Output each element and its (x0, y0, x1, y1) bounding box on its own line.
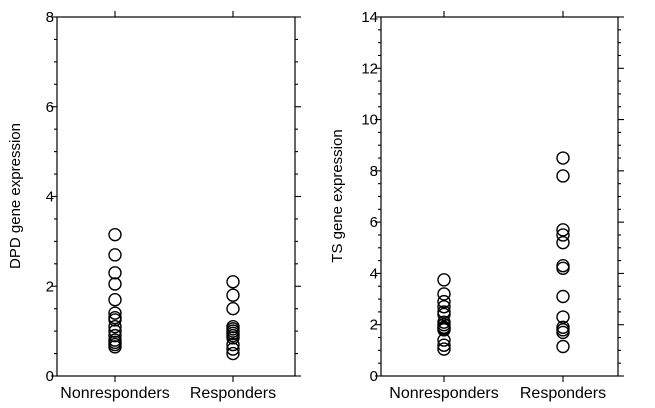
dpd-y-tick-label: 8 (46, 9, 54, 26)
dpd-data-point (226, 301, 240, 316)
dpd-data-point (226, 346, 240, 361)
ts-y-tick-label: 4 (370, 265, 378, 282)
dpd-data-point (108, 340, 122, 354)
ts-data-point (437, 294, 451, 309)
dpd-y-tick-label: 6 (46, 99, 54, 116)
ts-data-point (437, 273, 451, 287)
ts-y-tick-label: 8 (370, 163, 378, 180)
ts-y-axis-title: TS gene expression (329, 129, 346, 262)
dpd-data-point (108, 324, 122, 338)
ts-data-point (437, 307, 451, 322)
ts-data-point (556, 223, 570, 237)
ts-data-point (556, 289, 570, 304)
ts-category-label: Responders (520, 385, 606, 402)
ts-y-tick-label: 2 (370, 317, 378, 334)
dpd-data-point (226, 288, 240, 302)
dpd-data-point (108, 319, 122, 334)
ts-y-tick-label: 14 (361, 9, 378, 26)
ts-panel: 0 2 4 6 8 10 12 14 Nonresponders Responders TS gen… (329, 9, 624, 402)
ts-data-point (556, 259, 570, 273)
dpd-panel: 0 2 4 6 8 Nonresponders Responders DPD gene exp… (7, 9, 301, 402)
ts-data-point (556, 261, 570, 275)
ts-data-point (437, 333, 451, 347)
ts-data-point (437, 342, 451, 356)
ts-data-point (556, 235, 570, 250)
dpd-plot-frame (56, 16, 296, 377)
dpd-data-point (226, 275, 240, 289)
dpd-data-point (108, 293, 122, 307)
ts-data-point (437, 300, 451, 314)
dpd-data-point (108, 313, 122, 327)
dpd-data-point (108, 306, 122, 320)
ts-data-point (556, 169, 570, 183)
dpd-y-axis-title: DPD gene expression (7, 123, 24, 269)
ts-y-tick-label: 6 (370, 214, 378, 231)
ts-data-point (437, 323, 451, 337)
dpd-y-tick-label: 4 (46, 189, 54, 206)
ts-data-point (556, 228, 570, 242)
dpd-y-tick-label: 0 (46, 368, 54, 385)
dpd-y-tick-label: 2 (46, 278, 54, 295)
dpd-category-label: Nonresponders (60, 385, 169, 402)
dpd-data-point (108, 248, 122, 262)
dpd-data-point (108, 266, 122, 280)
ts-data-point (556, 323, 570, 337)
dpd-data-point (226, 331, 240, 345)
dpd-data-point (108, 277, 122, 291)
ts-data-point (556, 339, 570, 354)
ts-data-point (556, 325, 570, 340)
dpd-data-point (108, 227, 122, 242)
ts-data-point (556, 310, 570, 324)
dpd-data-point (108, 328, 122, 343)
ts-data-point (437, 338, 451, 352)
ts-plot-frame (380, 16, 619, 377)
dpd-category-label: Responders (190, 385, 276, 402)
ts-data-point (437, 287, 451, 301)
dpd-data-point (226, 342, 240, 356)
ts-category-label: Nonresponders (389, 385, 498, 402)
ts-data-point (556, 151, 570, 165)
dpd-data-point (226, 337, 240, 352)
ts-y-tick-label: 12 (361, 60, 378, 77)
ts-y-tick-label: 0 (370, 368, 378, 385)
ts-y-tick-label: 10 (361, 112, 378, 129)
